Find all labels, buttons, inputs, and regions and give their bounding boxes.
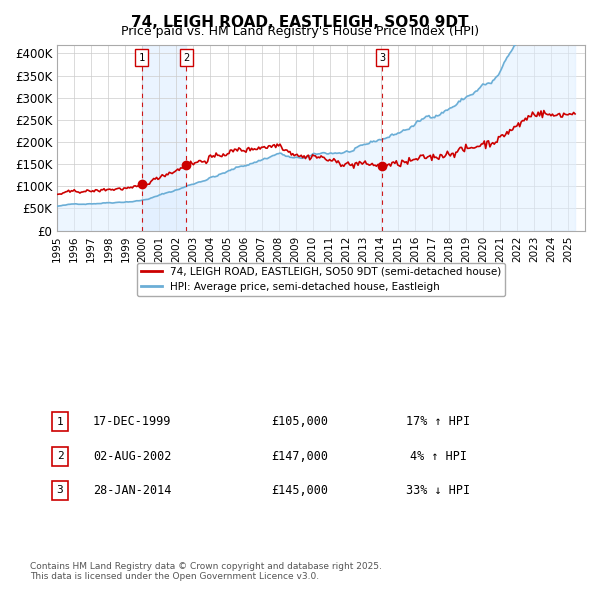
Text: 1: 1 (139, 53, 145, 63)
Text: 17% ↑ HPI: 17% ↑ HPI (406, 415, 470, 428)
Text: 2: 2 (183, 53, 190, 63)
Text: 33% ↓ HPI: 33% ↓ HPI (406, 484, 470, 497)
Text: Price paid vs. HM Land Registry's House Price Index (HPI): Price paid vs. HM Land Registry's House … (121, 25, 479, 38)
Text: £105,000: £105,000 (271, 415, 329, 428)
Text: £145,000: £145,000 (271, 484, 329, 497)
Text: 2: 2 (56, 451, 64, 461)
Text: 1: 1 (56, 417, 64, 427)
Text: 02-AUG-2002: 02-AUG-2002 (93, 450, 171, 463)
Text: Contains HM Land Registry data © Crown copyright and database right 2025.
This d: Contains HM Land Registry data © Crown c… (30, 562, 382, 581)
Text: 3: 3 (56, 486, 64, 495)
Text: 74, LEIGH ROAD, EASTLEIGH, SO50 9DT: 74, LEIGH ROAD, EASTLEIGH, SO50 9DT (131, 15, 469, 30)
Text: 17-DEC-1999: 17-DEC-1999 (93, 415, 171, 428)
Text: £147,000: £147,000 (271, 450, 329, 463)
Text: 3: 3 (379, 53, 385, 63)
Bar (142, 44, 187, 231)
Text: 28-JAN-2014: 28-JAN-2014 (93, 484, 171, 497)
Text: 4% ↑ HPI: 4% ↑ HPI (409, 450, 467, 463)
Legend: 74, LEIGH ROAD, EASTLEIGH, SO50 9DT (semi-detached house), HPI: Average price, s: 74, LEIGH ROAD, EASTLEIGH, SO50 9DT (sem… (137, 263, 505, 296)
